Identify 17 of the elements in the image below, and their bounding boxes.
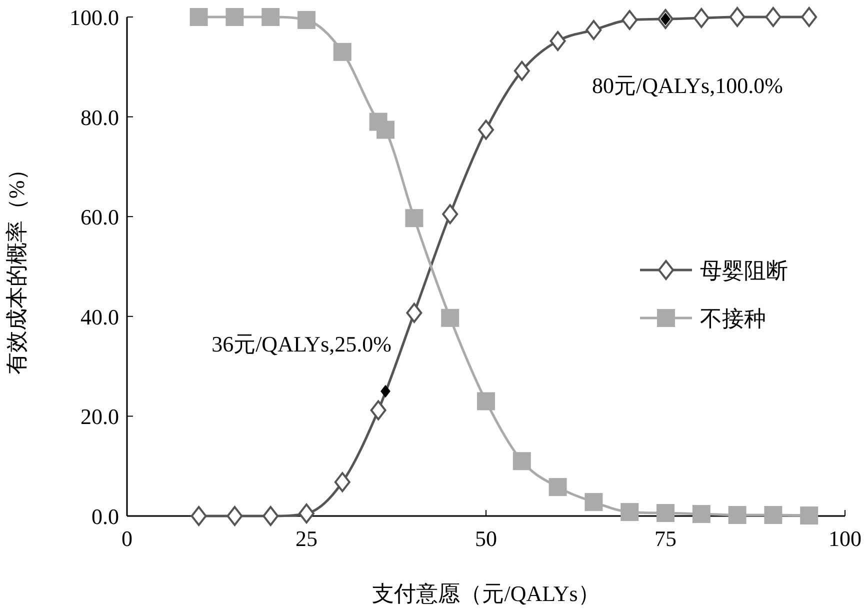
y-tick-label: 60.0	[80, 204, 119, 230]
y-tick-label: 20.0	[80, 404, 119, 430]
x-tick-label: 75	[654, 526, 676, 551]
y-tick-label: 0.0	[92, 504, 119, 529]
x-axis-title: 支付意愿（元/QALYs）	[372, 581, 600, 606]
y-tick-label: 100.0	[70, 5, 119, 30]
x-tick-label: 0	[122, 526, 132, 551]
y-tick-label: 40.0	[80, 304, 119, 330]
annotation: 36元/QALYs,25.0%	[212, 331, 392, 356]
y-axis-title: 有效成本的概率（%）	[4, 158, 29, 375]
legend-label: 不接种	[700, 306, 766, 331]
x-tick-label: 25	[296, 526, 318, 551]
x-tick-label: 100	[828, 526, 862, 551]
x-tick-label: 50	[475, 526, 497, 551]
annotation: 80元/QALYs,100.0%	[592, 72, 783, 98]
legend-label: 母婴阻断	[700, 258, 788, 283]
y-tick-label: 80.0	[80, 104, 119, 130]
